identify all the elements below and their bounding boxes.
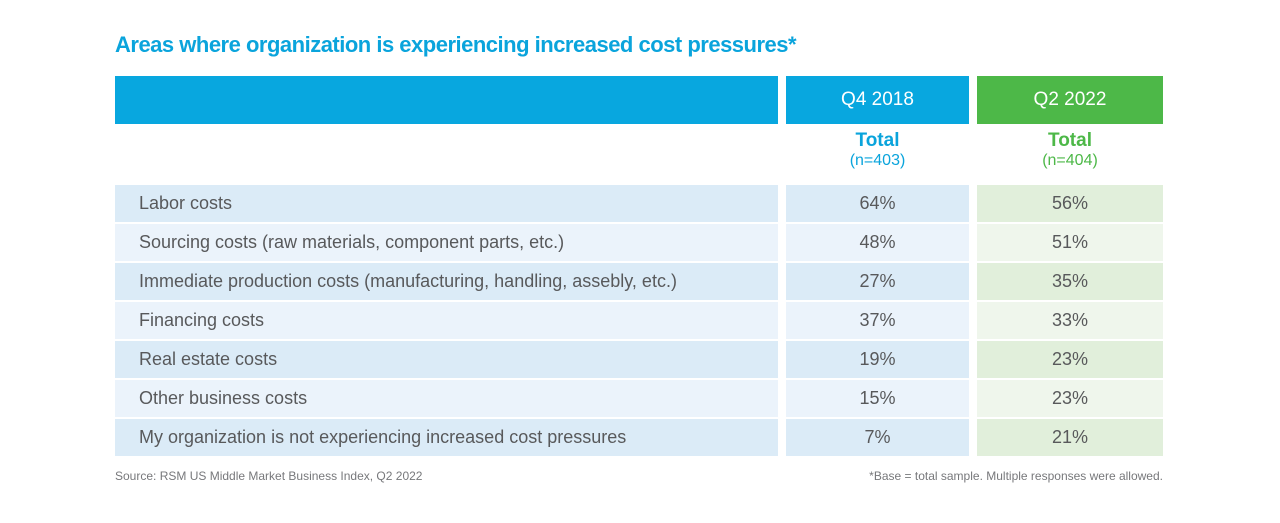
value-q4-2018: 48% [786,224,969,261]
value-q2-2022: 51% [977,224,1163,261]
value-q2-2022: 23% [977,380,1163,417]
header-label: Q4 2018 [841,89,914,110]
value-q2-2022: 23% [977,341,1163,378]
base-note: *Base = total sample. Multiple responses… [869,469,1163,483]
sample-size: (n=403) [849,152,906,169]
value-q4-2018: 15% [786,380,969,417]
row-label: Sourcing costs (raw materials, component… [115,224,778,261]
row-label: Labor costs [115,185,778,222]
sample-size: (n=404) [1042,152,1098,169]
header-blank [115,76,778,124]
value-q2-2022: 21% [977,419,1163,456]
value-q2-2022: 56% [977,185,1163,222]
subheader-q4-2018: Total (n=403) [786,131,969,171]
subheader-q2-2022: Total (n=404) [977,131,1163,171]
value-q2-2022: 35% [977,263,1163,300]
header-label: Q2 2022 [1033,89,1107,110]
row-label: Immediate production costs (manufacturin… [115,263,778,300]
value-q4-2018: 19% [786,341,969,378]
row-label: Financing costs [115,302,778,339]
row-label: Other business costs [115,380,778,417]
value-q4-2018: 7% [786,419,969,456]
source-note: Source: RSM US Middle Market Business In… [115,469,423,483]
value-q4-2018: 27% [786,263,969,300]
value-q2-2022: 33% [977,302,1163,339]
chart-title: Areas where organization is experiencing… [115,32,797,57]
value-q4-2018: 64% [786,185,969,222]
total-label: Total [1048,130,1092,151]
row-label: Real estate costs [115,341,778,378]
header-q2-2022: Q2 2022 [977,76,1163,124]
row-label: My organization is not experiencing incr… [115,419,778,456]
header-q4-2018: Q4 2018 [786,76,969,124]
value-q4-2018: 37% [786,302,969,339]
total-label: Total [855,130,900,151]
